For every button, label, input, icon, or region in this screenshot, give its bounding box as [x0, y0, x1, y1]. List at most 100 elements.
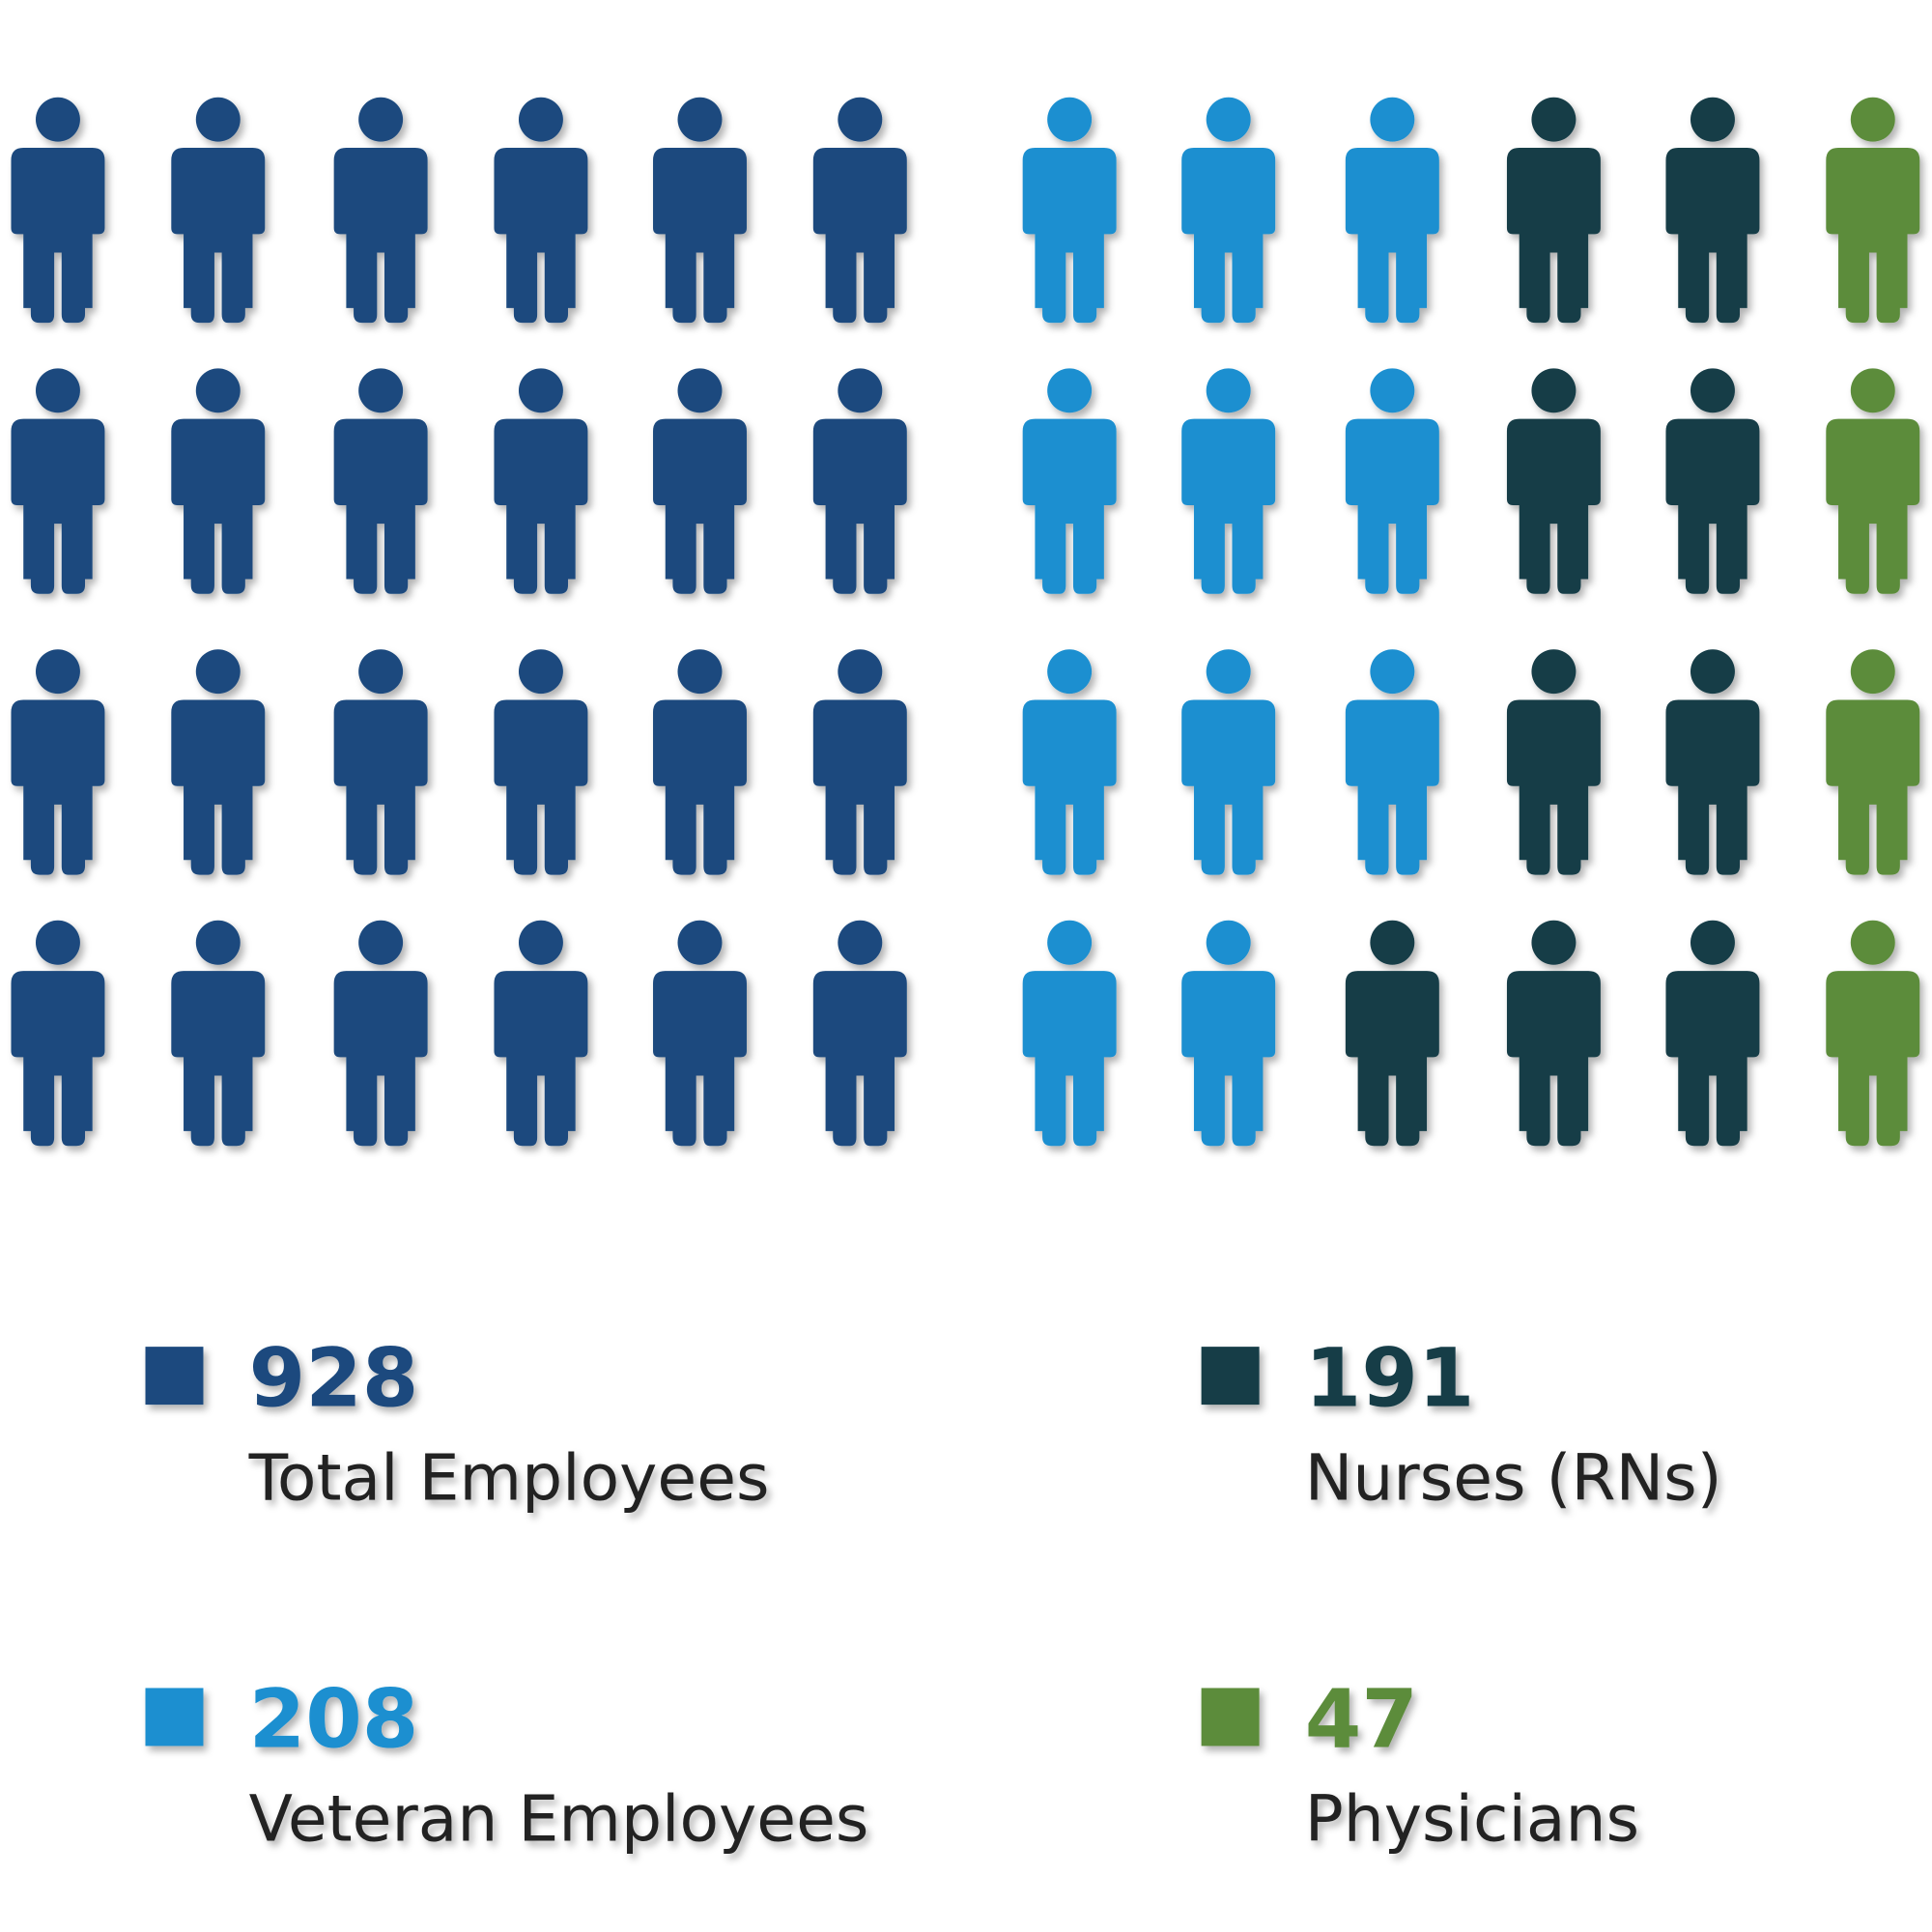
icon-head — [1690, 649, 1735, 695]
icon-head — [1850, 920, 1895, 965]
icon-head — [838, 920, 883, 965]
icon-head — [1047, 920, 1093, 965]
icon-head — [358, 649, 404, 695]
icon-head — [838, 649, 883, 695]
person-icon — [1506, 97, 1601, 324]
person-icon — [1826, 97, 1920, 324]
legend-value: 928 — [249, 1330, 419, 1425]
icon-head — [358, 920, 404, 965]
person-icon — [1345, 920, 1439, 1147]
person-icon — [171, 649, 266, 875]
icon-body — [11, 699, 105, 875]
icon-body — [1345, 699, 1439, 875]
icon-body — [1826, 699, 1920, 875]
icon-head — [1690, 920, 1735, 965]
icon-body — [1181, 971, 1276, 1147]
legend-label: Physicians — [1305, 1781, 1639, 1857]
person-icon — [11, 920, 105, 1147]
icon-head — [518, 920, 563, 965]
icon-body — [1665, 418, 1760, 594]
person-icon — [333, 920, 428, 1147]
icon-body — [1506, 418, 1601, 594]
person-icon — [1665, 368, 1760, 594]
person-icon — [333, 368, 428, 594]
person-icon — [11, 97, 105, 324]
icon-body — [1022, 418, 1117, 594]
icon-body — [1022, 699, 1117, 875]
icon-body — [333, 418, 428, 594]
person-icon — [1345, 97, 1439, 324]
icon-head — [1850, 649, 1895, 695]
icon-head — [1047, 649, 1093, 695]
person-icon — [494, 97, 588, 324]
icon-head — [1690, 368, 1735, 413]
icon-head — [1206, 97, 1251, 142]
icon-body — [1826, 148, 1920, 324]
person-icon — [1345, 368, 1439, 594]
icon-body — [1181, 699, 1276, 875]
legend-value: 47 — [1305, 1672, 1418, 1767]
person-icon — [1506, 649, 1601, 875]
icon-head — [358, 97, 404, 142]
icon-head — [677, 368, 723, 413]
icon-body — [1665, 699, 1760, 875]
icon-head — [1531, 649, 1577, 695]
person-icon — [333, 649, 428, 875]
icon-head — [358, 368, 404, 413]
icon-head — [195, 649, 241, 695]
icon-body — [11, 418, 105, 594]
icon-body — [333, 971, 428, 1147]
person-icon — [1826, 368, 1920, 594]
person-icon — [1022, 920, 1117, 1147]
person-icon — [11, 368, 105, 594]
icon-body — [1665, 971, 1760, 1147]
icon-head — [195, 920, 241, 965]
icon-body — [1345, 971, 1439, 1147]
icon-body — [494, 699, 588, 875]
icon-body — [11, 148, 105, 324]
icon-head — [1850, 368, 1895, 413]
icon-body — [494, 418, 588, 594]
icon-body — [653, 971, 747, 1147]
icon-body — [494, 971, 588, 1147]
person-icon — [1665, 920, 1760, 1147]
person-icon — [1665, 97, 1760, 324]
person-icon — [653, 368, 747, 594]
icon-body — [1345, 148, 1439, 324]
person-icon — [171, 97, 266, 324]
icon-body — [812, 699, 907, 875]
legend-label: Veteran Employees — [249, 1781, 869, 1857]
person-icon — [1181, 368, 1276, 594]
icon-body — [1022, 148, 1117, 324]
icon-head — [1206, 649, 1251, 695]
icon-head — [35, 920, 80, 965]
person-icon — [812, 368, 907, 594]
icon-body — [812, 148, 907, 324]
icon-body — [1345, 418, 1439, 594]
icon-head — [1850, 97, 1895, 142]
icon-body — [1826, 971, 1920, 1147]
person-icon — [1826, 920, 1920, 1147]
icon-head — [1370, 920, 1415, 965]
icon-head — [677, 97, 723, 142]
person-icon — [1022, 97, 1117, 324]
person-icon — [653, 97, 747, 324]
icon-head — [518, 368, 563, 413]
legend-swatch — [1201, 1688, 1260, 1747]
icon-head — [1206, 368, 1251, 413]
person-icon — [1506, 368, 1601, 594]
icon-body — [812, 971, 907, 1147]
icon-body — [1826, 418, 1920, 594]
icon-body — [11, 971, 105, 1147]
person-icon — [653, 649, 747, 875]
icon-body — [171, 971, 266, 1147]
legend-swatch — [145, 1688, 204, 1747]
icon-body — [333, 699, 428, 875]
icon-head — [677, 649, 723, 695]
icon-head — [838, 97, 883, 142]
icon-body — [494, 148, 588, 324]
icon-body — [1181, 148, 1276, 324]
legend-swatch — [1201, 1347, 1260, 1406]
person-icon — [1181, 97, 1276, 324]
